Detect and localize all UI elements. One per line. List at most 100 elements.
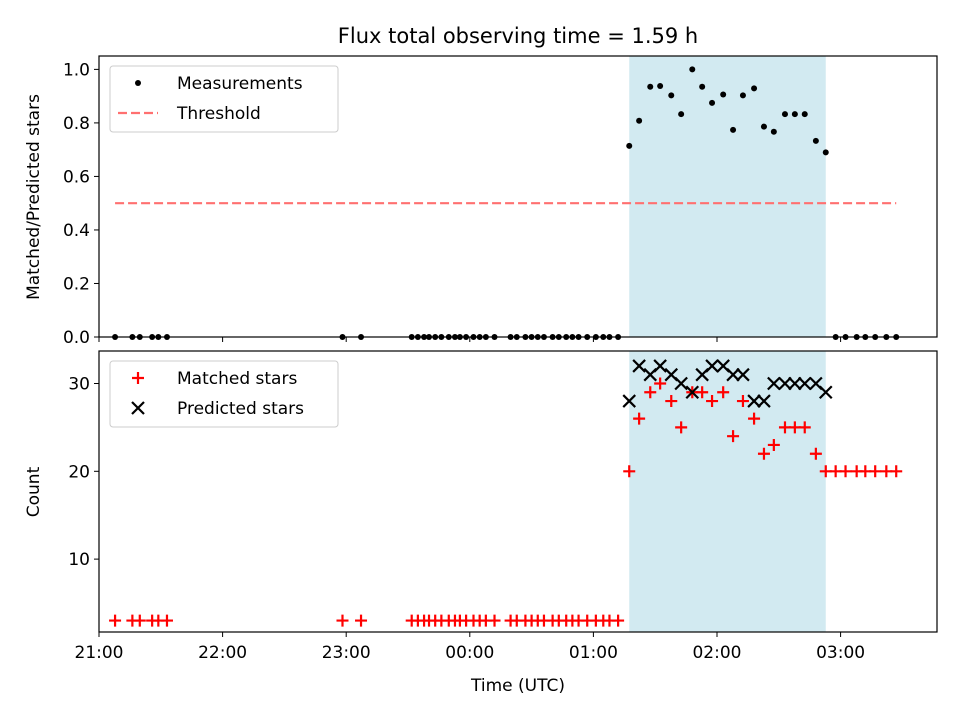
measurement-point <box>739 92 746 99</box>
matched-star-marker <box>133 614 146 627</box>
x-tick-label: 03:00 <box>816 643 865 663</box>
measurement-point <box>647 83 654 90</box>
x-tick-label: 22:00 <box>198 643 247 663</box>
y-tick-label: 20 <box>68 462 90 482</box>
predicted-star-marker <box>632 359 646 373</box>
top-y-axis-label: Matched/Predicted stars <box>24 94 44 300</box>
matched-star-marker <box>727 430 740 443</box>
measurement-point <box>689 66 696 73</box>
predicted-star-marker <box>705 359 719 373</box>
predicted-star-marker <box>726 367 740 382</box>
measurement-point <box>636 117 643 124</box>
measurement-point <box>720 91 727 98</box>
measurement-point <box>770 128 777 135</box>
count-panel: 21:00 22:00 23:00 00:00 01:00 02:00 03:00 10 20 3… <box>68 350 938 663</box>
matched-star-marker <box>696 386 709 399</box>
predicted-star-marker <box>674 376 688 391</box>
predicted-star-marker <box>622 394 637 408</box>
legend-predicted-swatch <box>131 401 145 415</box>
ratio-panel-legend: Measurements Threshold <box>109 65 339 133</box>
observing-window <box>629 56 826 337</box>
legend-box <box>109 360 339 428</box>
measurement-point <box>668 92 675 99</box>
predicted-star-marker <box>736 367 750 382</box>
measurement-point <box>822 149 829 156</box>
matched-star-marker <box>654 377 667 390</box>
predicted-star-marker <box>757 394 771 408</box>
predicted-star-marker <box>788 376 802 391</box>
predicted-star-marker <box>797 376 812 391</box>
matched-star-marker <box>757 447 770 460</box>
x-tick-label: 01:00 <box>569 643 618 663</box>
count-panel-legend: Matched stars Predicted stars <box>109 360 339 428</box>
y-tick-label: 10 <box>68 550 90 570</box>
measurement-point <box>760 123 767 130</box>
x-axis-label: Time (UTC) <box>470 676 565 696</box>
matched-star-marker <box>665 395 678 408</box>
predicted-star-marker <box>778 376 792 391</box>
predicted-star-marker <box>747 394 761 408</box>
matched-star-marker <box>767 438 780 451</box>
measurement-point <box>801 111 808 118</box>
plot-layer: 0.0 0.2 0.4 0.6 0.8 1.0 Measurements Threshold 2… <box>63 55 938 663</box>
y-tick-label: 0.4 <box>63 221 90 241</box>
matched-star-marker <box>839 465 852 478</box>
predicted-star-marker <box>653 359 667 373</box>
x-tick-label: 23:00 <box>322 643 371 663</box>
measurement-point <box>709 99 716 106</box>
measurement-point <box>626 142 633 149</box>
matched-star-marker <box>160 614 173 627</box>
chart-title: Flux total observing time = 1.59 h <box>338 24 698 48</box>
x-tick-label: 02:00 <box>692 643 741 663</box>
y-tick-label: 0.0 <box>63 328 90 348</box>
legend-measurement-swatch <box>135 80 141 86</box>
bottom-y-axis-label: Count <box>24 466 44 517</box>
matched-star-marker <box>109 614 122 627</box>
matched-star-marker <box>890 465 903 478</box>
matched-star-marker <box>717 386 730 399</box>
measurement-point <box>781 111 788 118</box>
matched-star-marker <box>336 614 349 627</box>
matched-star-marker <box>748 412 761 425</box>
measurement-point <box>812 137 819 144</box>
legend-label: Threshold <box>176 104 261 124</box>
matched-star-marker <box>488 614 501 627</box>
matched-star-marker <box>623 465 636 478</box>
measurement-point <box>791 111 798 118</box>
observing-window <box>629 351 826 632</box>
matched-star-marker <box>706 395 719 408</box>
matched-star-marker <box>798 421 811 434</box>
ratio-panel-frame <box>98 55 938 338</box>
y-tick-label: 0.8 <box>63 114 90 134</box>
y-tick-label: 0.2 <box>63 274 90 294</box>
measurement-point <box>657 82 664 89</box>
legend-label: Measurements <box>177 74 303 94</box>
count-panel-frame <box>98 350 938 633</box>
measurement-point <box>678 111 685 118</box>
measurement-point <box>751 85 758 92</box>
matched-star-marker <box>736 395 749 408</box>
measurement-point <box>730 126 737 133</box>
legend-label: Predicted stars <box>177 399 304 419</box>
matched-star-marker <box>612 614 625 627</box>
y-tick-label: 0.6 <box>63 167 90 187</box>
ratio-panel: 0.0 0.2 0.4 0.6 0.8 1.0 Measurements Threshold <box>63 55 938 348</box>
predicted-star-marker <box>685 385 700 400</box>
x-tick-label: 00:00 <box>445 643 494 663</box>
matched-star-marker <box>355 614 368 627</box>
measurement-point <box>699 83 706 90</box>
matched-star-marker <box>675 421 688 434</box>
legend-matched-swatch <box>132 372 144 384</box>
legend-label: Matched stars <box>177 369 297 389</box>
x-tick-label: 21:00 <box>75 643 124 663</box>
legend-box <box>109 65 339 133</box>
y-tick-label: 1.0 <box>63 60 90 80</box>
predicted-star-marker <box>767 376 781 391</box>
y-tick-label: 30 <box>68 374 90 394</box>
matched-star-marker <box>869 465 882 478</box>
predicted-star-marker <box>818 385 833 400</box>
matched-star-marker <box>633 412 646 425</box>
matched-star-marker <box>644 386 657 399</box>
matched-star-marker <box>809 447 822 460</box>
